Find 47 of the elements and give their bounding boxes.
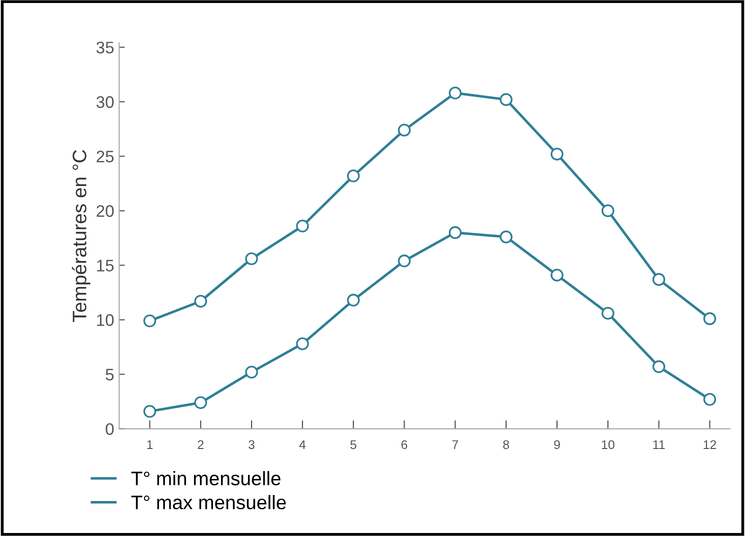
x-tick-label: 12 [704, 440, 716, 449]
point [448, 86, 462, 100]
point [346, 294, 360, 307]
y-tick-label: 0 [106, 423, 114, 436]
point [703, 312, 716, 326]
point [346, 169, 360, 182]
x-tick-label: 10 [602, 440, 614, 450]
point [602, 306, 614, 320]
point [296, 337, 309, 350]
point [245, 366, 258, 378]
y-tick-label: 25 [96, 150, 114, 162]
point [448, 226, 462, 239]
point [550, 268, 564, 282]
point [550, 148, 564, 160]
x-tick-label: 4 [299, 440, 306, 449]
point [500, 93, 512, 106]
point [143, 314, 156, 328]
point [652, 360, 666, 374]
x-tick-label: 9 [554, 440, 560, 450]
point [652, 273, 666, 286]
y-tick-label: 35 [96, 42, 114, 54]
point [143, 404, 156, 418]
x-tick-label: 2 [198, 440, 204, 449]
x-tick-label: 7 [452, 440, 458, 449]
x-tick-label: 3 [248, 440, 254, 450]
x-tick-label: 6 [401, 440, 408, 450]
y-tick-label: 30 [96, 96, 114, 108]
y-tick-label: 15 [97, 260, 114, 272]
y-tick-label: 10 [97, 314, 114, 326]
y-tick-label: 20 [96, 205, 114, 217]
legend-label: T° max mensuelle [131, 495, 286, 510]
x-tick-label: 1 [147, 440, 153, 449]
point [398, 124, 411, 136]
x-tick-label: 8 [503, 440, 510, 450]
y-axis-title: Températures en °C [72, 150, 90, 322]
point [245, 252, 258, 266]
point [296, 220, 309, 232]
point [194, 396, 208, 410]
point [500, 230, 512, 244]
point [703, 392, 716, 406]
x-tick-label: 11 [653, 440, 665, 449]
x-tick-label: 5 [350, 440, 356, 450]
point [194, 294, 208, 308]
legend-label: T° min mensuelle [131, 471, 280, 486]
point [398, 254, 411, 268]
point [602, 204, 614, 218]
y-tick-label: 5 [106, 368, 114, 380]
